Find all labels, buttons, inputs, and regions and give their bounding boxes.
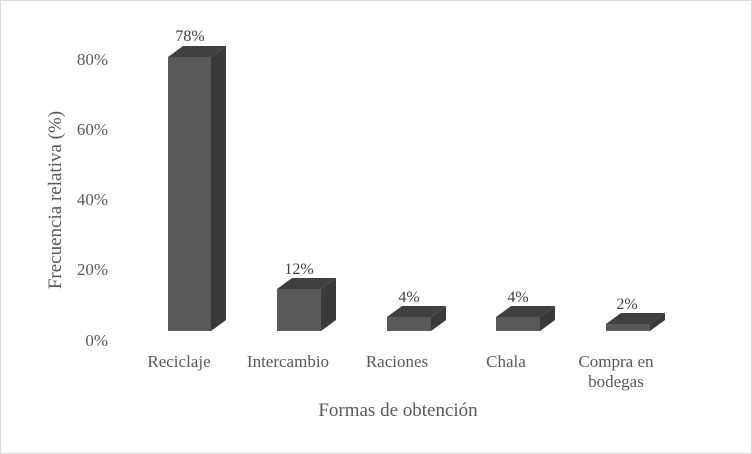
bar-reciclaje [168,46,226,331]
data-label-raciones: 4% [398,289,420,306]
bar-raciones [387,306,446,331]
data-label-intercambio: 12% [284,261,314,278]
category-label-reciclaje: Reciclaje [147,352,211,371]
bar-chala [496,306,555,331]
y-tick-20: 20% [76,260,108,279]
y-tick-0: 0% [85,331,108,350]
x-axis-title: Formas de obtención [318,400,478,421]
y-tick-60: 60% [76,120,108,139]
category-label-intercambio: Intercambio [246,352,330,371]
category-label-chala: Chala [486,352,526,371]
data-label-reciclaje: 78% [175,28,205,45]
data-label-compra-en-bodegas: 2% [616,296,638,313]
y-tick-40: 40% [76,190,108,209]
bar-compra-en-bodegas [606,313,665,331]
category-label-line1: Compra en [578,352,654,371]
category-label-raciones: Raciones [365,352,429,371]
category-label-compra-en-bodegas: Compra en bodegas [561,352,671,392]
y-tick-80: 80% [76,50,108,69]
data-label-chala: 4% [507,289,529,306]
category-label-line2: bodegas [588,372,644,391]
bar-intercambio [277,278,336,331]
